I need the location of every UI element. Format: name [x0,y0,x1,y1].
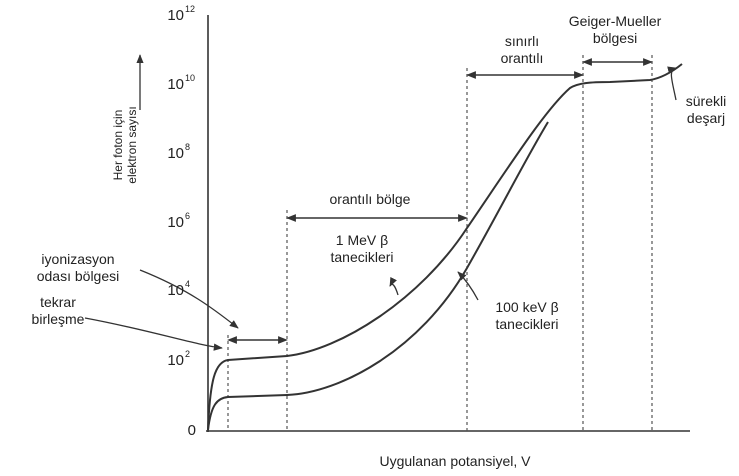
annotation: tanecikleri [330,249,393,265]
annotation: deşarj [687,110,725,126]
y-tick-exp: 6 [185,211,190,221]
annotation: orantılı bölge [330,191,411,207]
annotation: bölgesi [593,30,637,46]
x-axis-label: Uygulanan potansiyel, V [380,453,532,469]
region-lines [227,55,653,431]
y-tick-exp: 12 [185,4,195,14]
annotation: sınırlı [505,33,539,49]
annotation: 1 MeV β [336,232,388,248]
y-tick-label: 10 [167,352,184,369]
y-tick-exp: 8 [185,142,190,152]
annotation: Geiger-Mueller [569,13,662,29]
y-axis-label: Her foton için [111,110,125,181]
annotation: 100 keV β [495,299,558,315]
y-axis-label: elektron sayısı [125,106,139,183]
y-tick-label: 10 [167,282,184,299]
y-tick-label: 0 [188,422,196,439]
annotation: sürekli [686,93,726,109]
annotation: birleşme [32,311,85,327]
annotation: orantılı [501,50,544,66]
annotation: tanecikleri [495,316,558,332]
annotation: iyonizasyon [41,251,114,267]
y-tick-exp: 4 [185,279,190,289]
y-tick-exp: 2 [185,349,190,359]
y-tick-label: 10 [167,145,184,162]
y-tick-label: 10 [167,76,184,93]
annotation: odası bölgesi [37,268,120,284]
axes [136,15,690,432]
annotation: tekrar [40,294,76,310]
curves [84,63,683,431]
y-tick-exp: 10 [185,73,195,83]
y-tick-label: 10 [167,7,184,24]
y-tick-label: 10 [167,214,184,231]
